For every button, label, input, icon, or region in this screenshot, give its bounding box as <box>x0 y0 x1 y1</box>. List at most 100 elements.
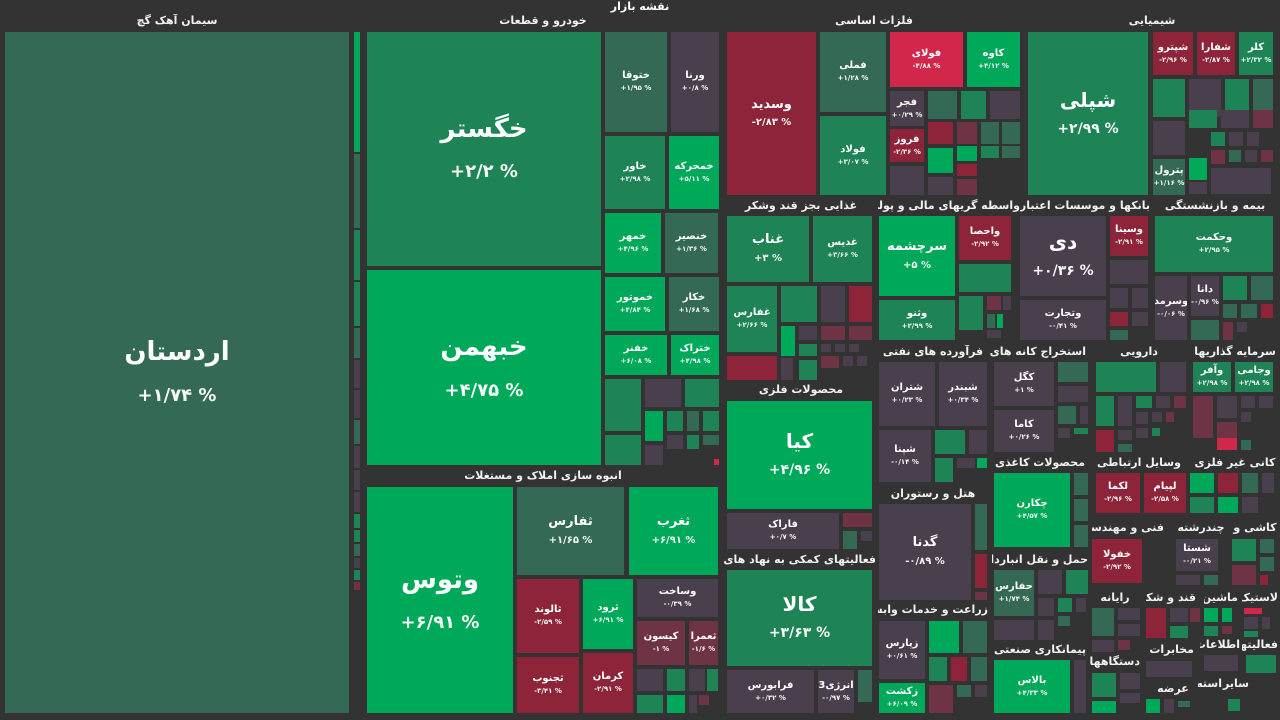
tile-small[interactable] <box>843 356 853 366</box>
tile-vasakht[interactable]: وساخت -۰/۳۹ % <box>637 579 718 617</box>
tile-small[interactable] <box>957 146 977 161</box>
tile-small[interactable] <box>1160 362 1186 392</box>
tile-small[interactable] <box>1228 699 1240 711</box>
tile-small[interactable] <box>1076 598 1086 612</box>
tile-small[interactable] <box>667 695 685 713</box>
tile-vasina[interactable]: وسینا -۲/۹۱ % <box>1110 216 1148 256</box>
tile-small[interactable] <box>969 430 987 454</box>
tile-shafara[interactable]: شفارا -۲/۸۷ % <box>1197 32 1235 75</box>
tile-small[interactable] <box>354 582 360 590</box>
tile-sarcheshme[interactable]: سرچشمه +۵ % <box>879 216 955 296</box>
tile-small[interactable] <box>858 670 872 702</box>
tile-small[interactable] <box>1261 150 1273 162</box>
tile-small[interactable] <box>1118 624 1140 636</box>
tile-small[interactable] <box>1253 110 1273 128</box>
tile-small[interactable] <box>1211 168 1271 194</box>
tile-small[interactable] <box>1253 79 1273 117</box>
tile-small[interactable] <box>1244 608 1262 614</box>
tile-small[interactable] <box>975 685 987 697</box>
tile-lipam[interactable]: لپیام -۲/۵۸ % <box>1144 473 1186 513</box>
tile-small[interactable] <box>987 296 1001 310</box>
tile-small[interactable] <box>821 326 845 340</box>
tile-small[interactable] <box>1120 693 1140 703</box>
tile-vatejarat[interactable]: وتجارت -۰/۴۱ % <box>1020 300 1106 340</box>
tile-small[interactable] <box>994 620 1034 640</box>
tile-small[interactable] <box>1153 121 1185 155</box>
tile-small[interactable] <box>1132 312 1148 326</box>
tile-small[interactable] <box>1246 655 1276 673</box>
tile-small[interactable] <box>1118 444 1132 452</box>
tile-small[interactable] <box>843 513 872 527</box>
tile-small[interactable] <box>1241 396 1255 408</box>
tile-small[interactable] <box>1074 499 1088 521</box>
tile-small[interactable] <box>1136 396 1152 408</box>
tile-small[interactable] <box>928 177 953 195</box>
tile-small[interactable] <box>1156 396 1170 408</box>
tile-small[interactable] <box>1222 626 1232 634</box>
tile-fulad[interactable]: فولاد +۳/۰۷ % <box>820 116 886 195</box>
tile-small[interactable] <box>685 379 719 407</box>
tile-small[interactable] <box>1120 673 1140 689</box>
tile-small[interactable] <box>354 558 360 568</box>
tile-small[interactable] <box>997 314 1003 328</box>
tile-small[interactable] <box>1178 701 1190 707</box>
tile-small[interactable] <box>1118 608 1140 620</box>
tile-small[interactable] <box>1096 396 1114 426</box>
tile-saalvand[interactable]: ثالوند -۲/۵۹ % <box>517 579 579 653</box>
tile-small[interactable] <box>1247 132 1259 146</box>
tile-kegol[interactable]: کگل +۱ % <box>994 362 1054 406</box>
tile-qadis[interactable]: غدیس +۳/۶۶ % <box>813 216 872 282</box>
tile-small[interactable] <box>1092 640 1114 652</box>
tile-kerman[interactable]: کرمان -۲/۹۱ % <box>583 653 633 713</box>
tile-small[interactable] <box>1217 396 1237 418</box>
tile-small[interactable] <box>1232 539 1256 561</box>
tile-small[interactable] <box>1096 430 1114 452</box>
tile-small[interactable] <box>821 356 839 368</box>
tile-small[interactable] <box>1217 422 1237 438</box>
tile-small[interactable] <box>1066 570 1088 594</box>
tile-small[interactable] <box>1074 660 1086 713</box>
tile-small[interactable] <box>1245 150 1257 162</box>
tile-vafer[interactable]: وآفر +۲/۹۸ % <box>1193 362 1231 392</box>
tile-small[interactable] <box>1218 497 1238 513</box>
tile-small[interactable] <box>1174 396 1186 408</box>
tile-small[interactable] <box>975 592 987 600</box>
tile-fajr[interactable]: فجر +۰/۲۹ % <box>890 91 924 126</box>
tile-small[interactable] <box>1204 575 1218 585</box>
tile-fulay[interactable]: فولای -۴/۸۸ % <box>890 32 963 87</box>
tile-chekaren[interactable]: چکارن +۴/۵۷ % <box>994 473 1070 547</box>
tile-small[interactable] <box>354 420 360 444</box>
tile-small[interactable] <box>1241 304 1257 318</box>
tile-small[interactable] <box>1058 428 1070 438</box>
tile-small[interactable] <box>1189 110 1217 128</box>
tile-small[interactable] <box>928 148 953 173</box>
tile-small[interactable] <box>971 657 987 681</box>
tile-vasadid[interactable]: وسدید -۲/۸۳ % <box>727 32 816 195</box>
tile-small[interactable] <box>959 296 983 330</box>
tile-fameli[interactable]: فملی +۱/۲۸ % <box>820 32 886 112</box>
tile-small[interactable] <box>1176 575 1200 585</box>
tile-small[interactable] <box>1058 598 1072 612</box>
tile-zapars[interactable]: زپارس +۰/۶۱ % <box>879 621 925 679</box>
tile-small[interactable] <box>1118 430 1132 440</box>
tile-small[interactable] <box>977 458 987 468</box>
tile-small[interactable] <box>799 326 817 340</box>
tile-small[interactable] <box>1058 616 1070 626</box>
tile-small[interactable] <box>645 379 681 407</box>
tile-small[interactable] <box>354 514 360 528</box>
tile-small[interactable] <box>1058 406 1076 424</box>
tile-small[interactable] <box>1218 473 1238 493</box>
tile-shepna[interactable]: شپنا -۰/۱۴ % <box>879 430 931 482</box>
tile-small[interactable] <box>957 122 977 144</box>
tile-small[interactable] <box>1242 497 1258 513</box>
tile-small[interactable] <box>687 411 699 431</box>
tile-small[interactable] <box>957 164 977 176</box>
tile-small[interactable] <box>928 91 957 119</box>
tile-farak[interactable]: فاراک +۰/۷ % <box>727 513 839 549</box>
tile-small[interactable] <box>781 286 817 322</box>
tile-small[interactable] <box>1244 617 1258 629</box>
tile-small[interactable] <box>1152 428 1160 436</box>
tile-small[interactable] <box>699 695 709 705</box>
tile-small[interactable] <box>1146 608 1166 638</box>
tile-small[interactable] <box>689 669 705 691</box>
